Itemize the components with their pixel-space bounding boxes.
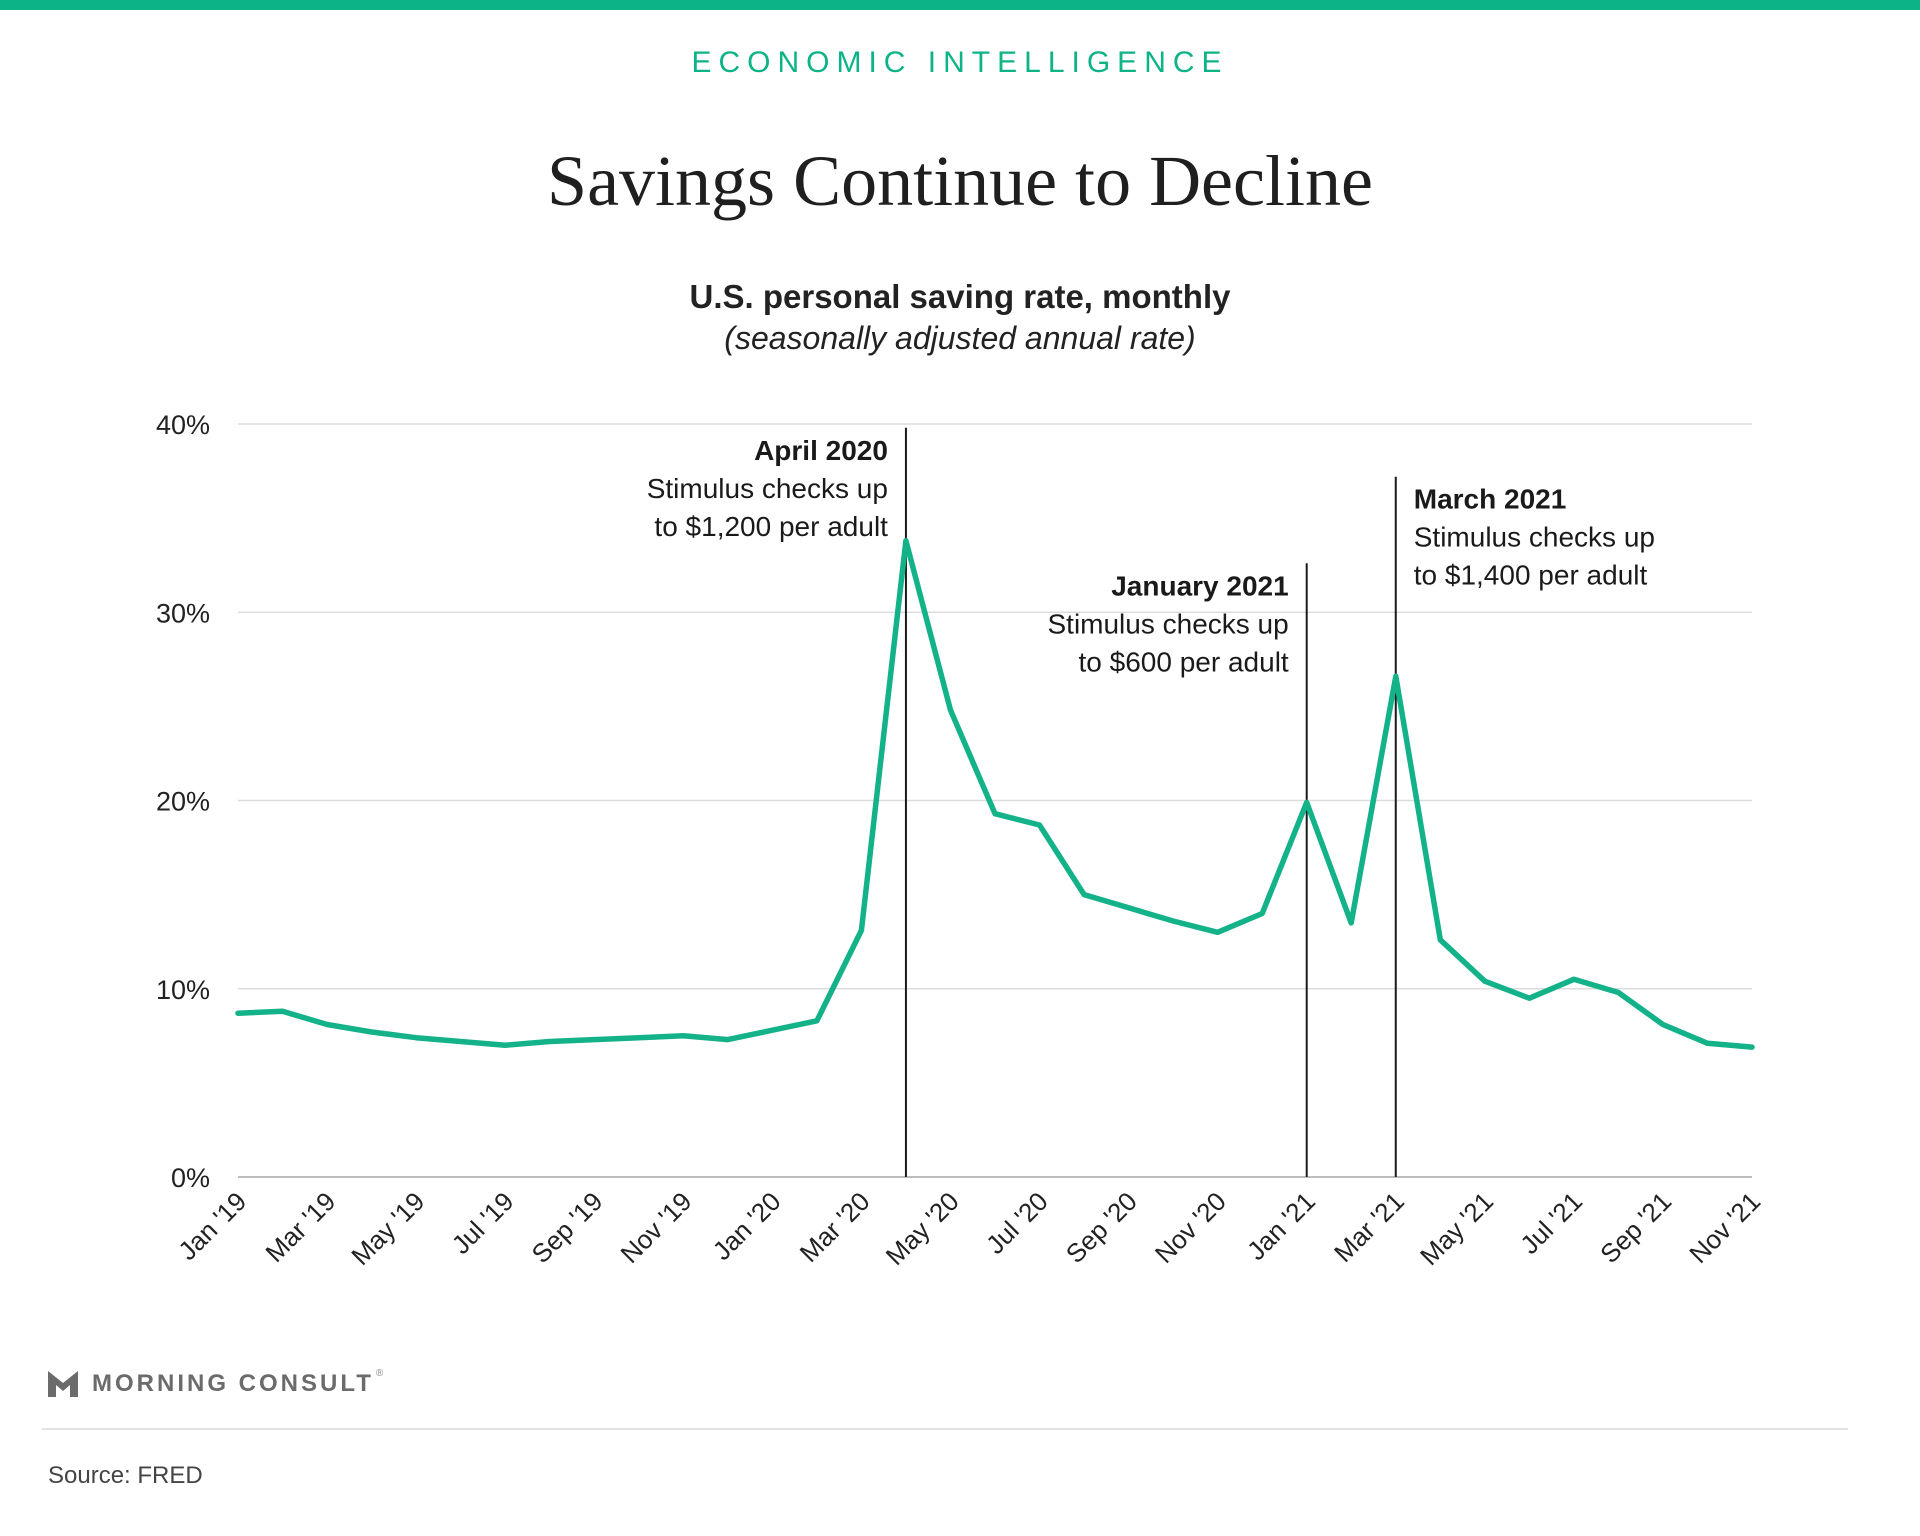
y-tick-label: 20% [156, 787, 210, 817]
x-tick-label: Nov '21 [1683, 1186, 1766, 1269]
x-tick-label: Sep '19 [525, 1186, 608, 1269]
y-tick-label: 0% [171, 1163, 210, 1193]
chart-subtitle: U.S. personal saving rate, monthly [689, 278, 1231, 315]
x-tick-label: Mar '21 [1328, 1186, 1410, 1268]
chart-title: Savings Continue to Decline [547, 141, 1373, 221]
x-tick-label: Sep '21 [1594, 1186, 1677, 1269]
annotation-text: to $600 per adult [1079, 646, 1289, 677]
saving-rate-line-chart: 0%10%20%30%40%Jan '19 Mar '19 May '19 Jul '… [156, 410, 1766, 1271]
annotation-text: to $1,400 per adult [1414, 560, 1648, 591]
x-tick-label: Nov '19 [615, 1186, 698, 1269]
top-accent-bar [0, 0, 1920, 10]
annotation-title: April 2020 [754, 435, 888, 466]
brand-trademark: ® [375, 1368, 384, 1379]
y-tick-label: 40% [156, 410, 210, 440]
source-note: Source: FRED [48, 1462, 203, 1489]
annotation-text: Stimulus checks up [647, 473, 888, 504]
x-tick-label: May '20 [880, 1186, 965, 1271]
x-tick-label: Jan '19 [172, 1186, 252, 1266]
brand-name: MORNING CONSULT [92, 1370, 374, 1397]
annotation-text: Stimulus checks up [1047, 608, 1288, 639]
section-kicker: ECONOMIC INTELLIGENCE [691, 46, 1229, 79]
x-tick-label: Mar '19 [259, 1186, 341, 1268]
morning-consult-logo-icon [48, 1371, 78, 1397]
y-tick-label: 30% [156, 598, 210, 628]
brand-logo: MORNING CONSULT ® [48, 1364, 383, 1404]
chart-subtitle-note: (seasonally adjusted annual rate) [724, 320, 1196, 356]
x-tick-label: Jan '20 [707, 1186, 787, 1266]
annotation-text: to $1,200 per adult [654, 511, 888, 542]
x-tick-label: Jan '21 [1241, 1186, 1321, 1266]
x-tick-label: May '19 [345, 1186, 430, 1271]
annotation-title: January 2021 [1111, 570, 1288, 601]
annotation-title: March 2021 [1414, 484, 1567, 515]
x-tick-label: Sep '20 [1060, 1186, 1143, 1269]
x-tick-label: Jul '20 [980, 1186, 1054, 1260]
x-tick-label: Jul '21 [1514, 1186, 1588, 1260]
x-tick-label: May '21 [1414, 1186, 1499, 1271]
annotation-text: Stimulus checks up [1414, 522, 1655, 553]
x-tick-label: Nov '20 [1149, 1186, 1232, 1269]
x-tick-label: Jul '19 [446, 1186, 520, 1260]
x-tick-label: Mar '20 [794, 1186, 876, 1268]
series-line [235, 537, 1755, 1050]
y-tick-label: 10% [156, 975, 210, 1005]
footer-divider [42, 1428, 1848, 1430]
